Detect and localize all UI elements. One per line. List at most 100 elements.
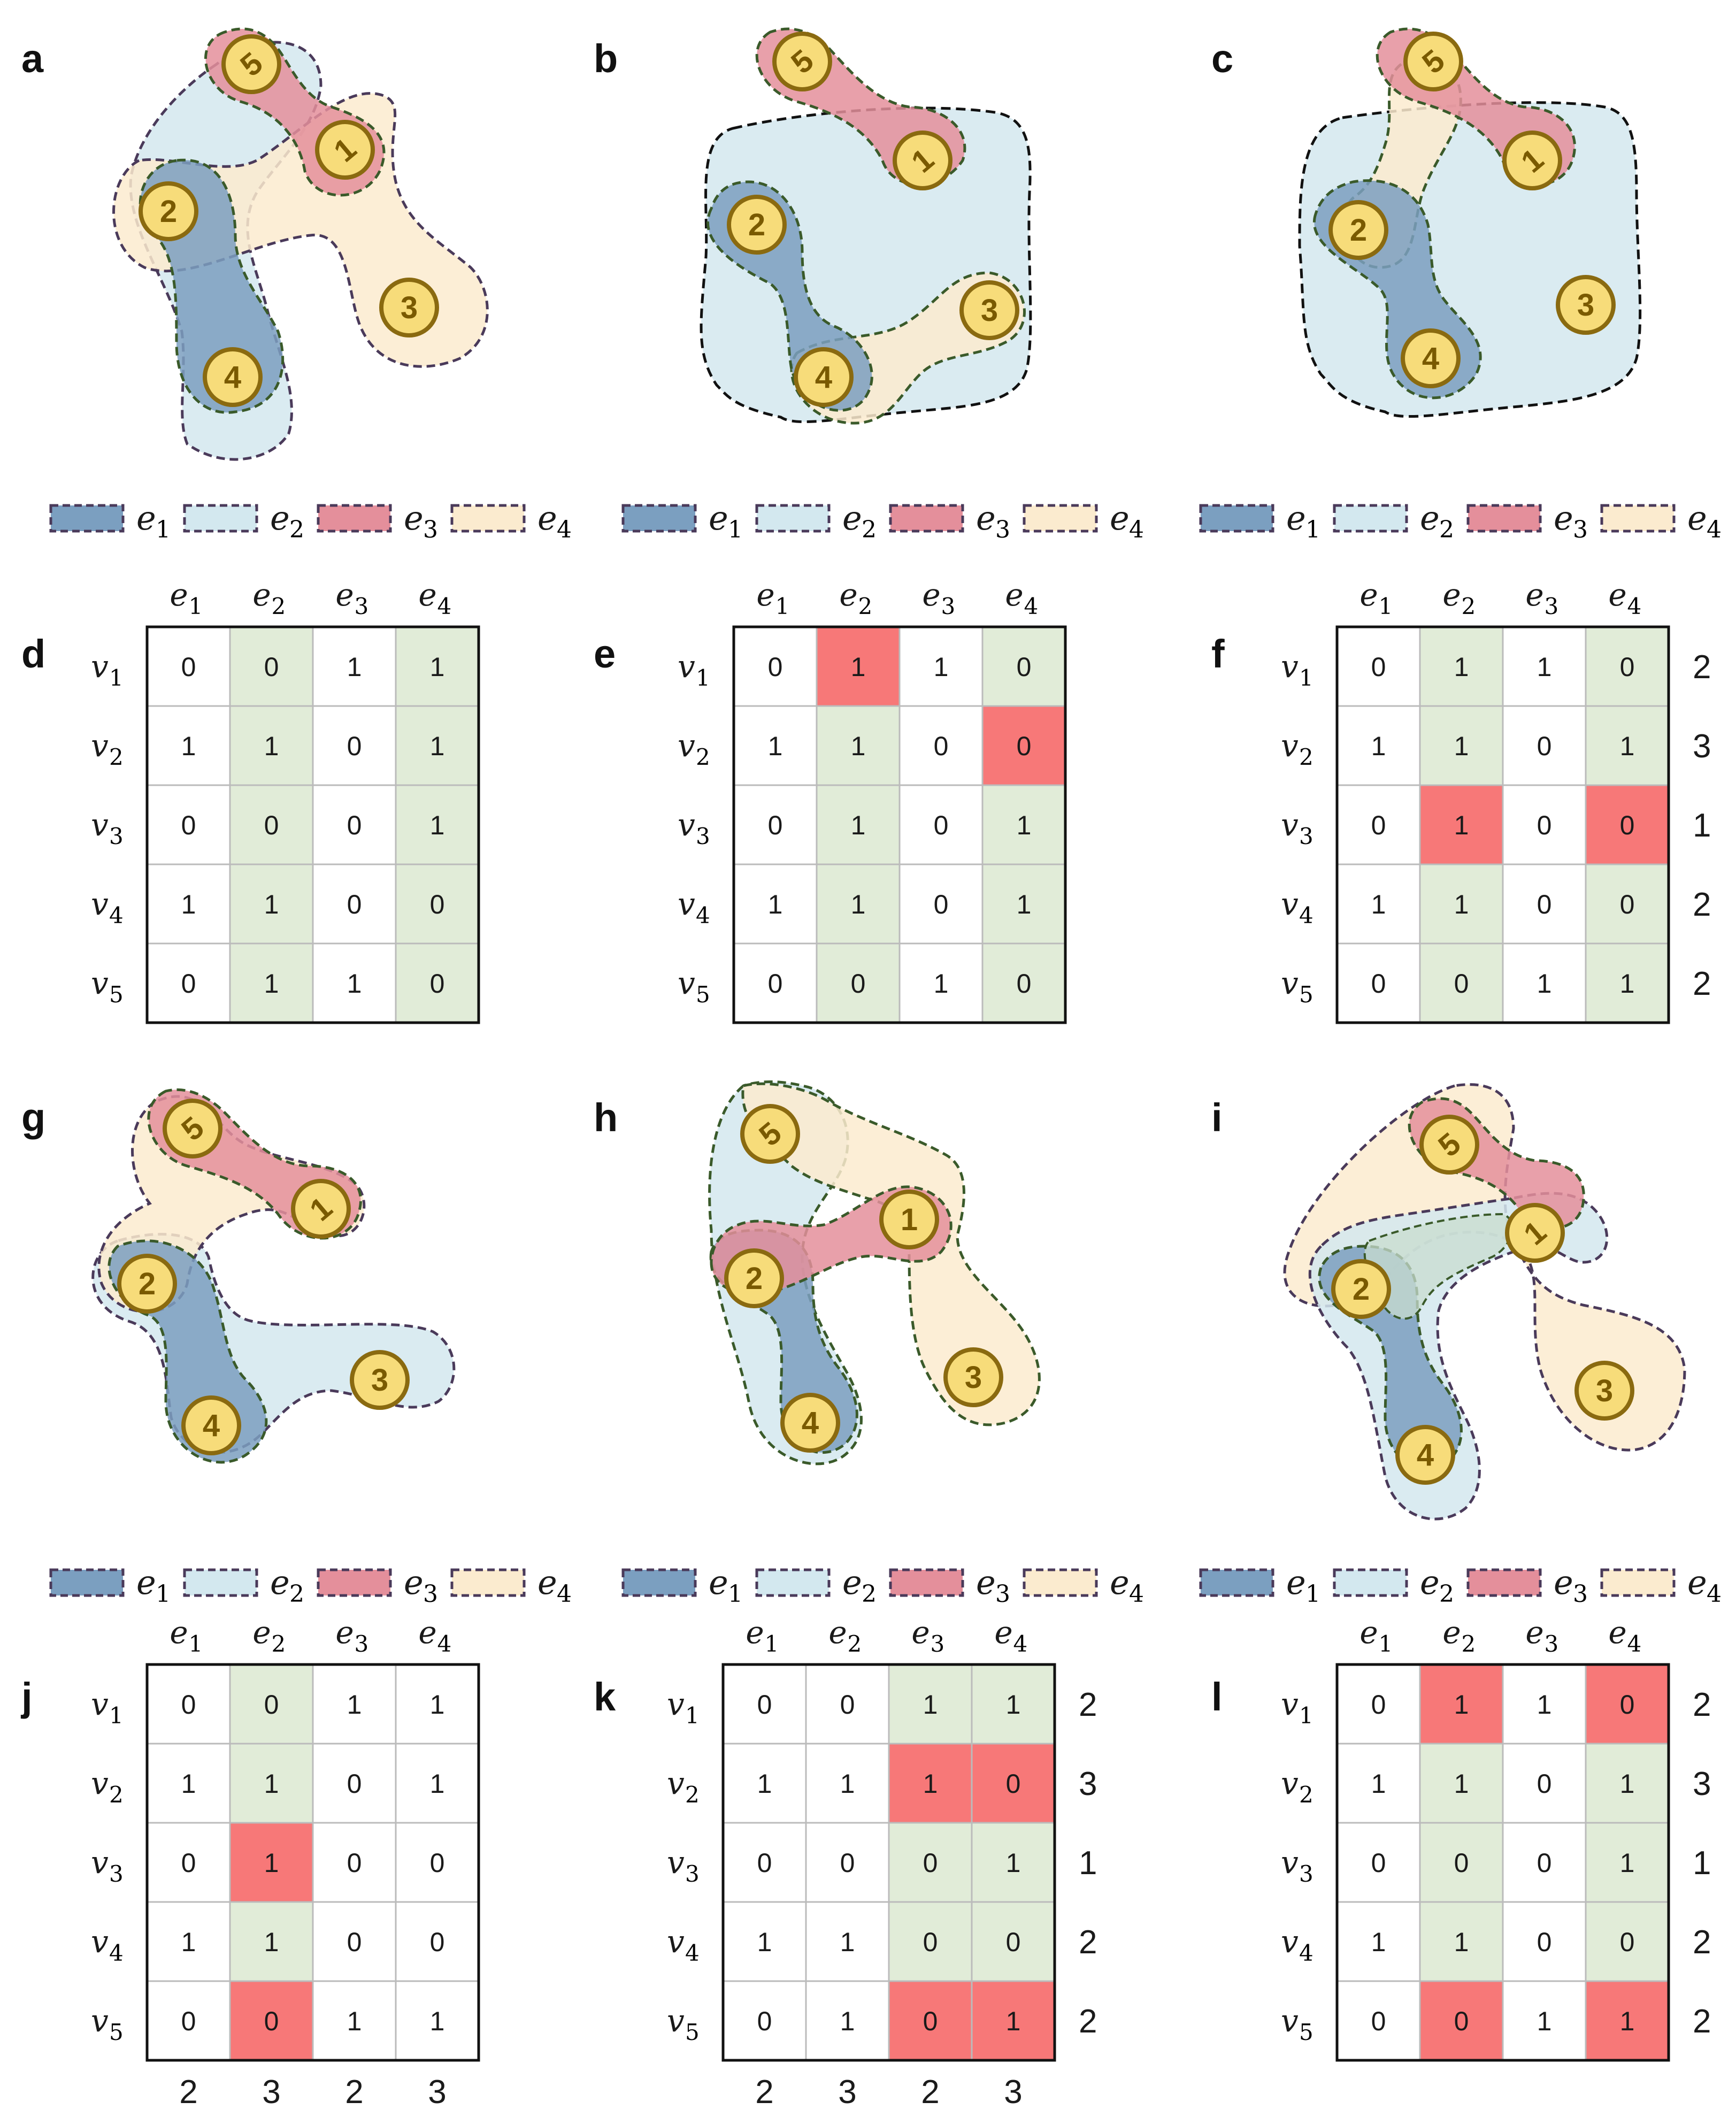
- vertex-node: 5: [221, 34, 281, 94]
- legend-subscript: 3: [423, 1581, 438, 1608]
- matrix-cell-value: 1: [768, 889, 783, 919]
- row-header-symbol: v: [1281, 648, 1299, 685]
- column-header-symbol: e: [1005, 577, 1023, 613]
- legend-label: e: [537, 498, 557, 538]
- vertex-node-label: 2: [160, 194, 177, 229]
- matrix-cell-value: 0: [1371, 2006, 1386, 2036]
- row-sum: 1: [1079, 1845, 1097, 1882]
- matrix-cell-value: 0: [1537, 810, 1552, 840]
- column-header-subscript: 2: [1462, 1631, 1476, 1657]
- row-header-symbol: v: [91, 886, 109, 922]
- matrix-cell: [722, 1901, 807, 1982]
- legend-label: e: [1554, 498, 1573, 538]
- row-header-symbol: v: [91, 1923, 109, 1960]
- matrix-cell: [1336, 705, 1421, 786]
- column-header-symbol: e: [252, 577, 271, 613]
- matrix-cell-value: 1: [851, 652, 866, 682]
- vertex-node-label: 3: [965, 1360, 982, 1395]
- column-header-subscript: 2: [848, 1631, 862, 1657]
- column-sum: 2: [345, 2074, 363, 2111]
- row-header-subscript: 5: [1299, 2019, 1313, 2045]
- vertex-node: 3: [379, 278, 439, 337]
- row-header-subscript: 3: [1299, 1861, 1313, 1887]
- vertex-node: 5: [740, 1104, 800, 1164]
- vertex-node-label: 3: [371, 1363, 388, 1398]
- matrix-cell-value: 0: [1454, 2006, 1469, 2036]
- legend-label: e: [1420, 1563, 1440, 1602]
- row-header-symbol: v: [1281, 807, 1299, 843]
- column-header-symbol: e: [1608, 577, 1626, 613]
- matrix-cell-value: 0: [347, 731, 362, 761]
- matrix-cell: [146, 784, 231, 865]
- matrix-cell-value: 0: [1620, 1690, 1635, 1720]
- matrix-cell: [312, 1743, 397, 1824]
- matrix-cell-value: 0: [757, 1690, 772, 1720]
- vertex-node: 5: [1403, 32, 1463, 91]
- matrix-cell-value: 0: [768, 810, 783, 840]
- matrix-cell: [1419, 1663, 1504, 1745]
- matrix-cell-value: 1: [1537, 2006, 1552, 2036]
- matrix-cell: [312, 942, 397, 1024]
- row-header-symbol: v: [1281, 2003, 1299, 2039]
- matrix-cell: [722, 1663, 807, 1745]
- matrix-cell: [229, 784, 314, 865]
- legend-label: e: [1687, 1563, 1707, 1602]
- column-header-symbol: e: [994, 1614, 1012, 1651]
- matrix-cell-value: 1: [264, 1848, 279, 1878]
- matrix-cell-value: 1: [1371, 731, 1386, 761]
- matrix-border: [145, 625, 480, 1024]
- panel-a: a 5 1 2 3 4: [21, 27, 489, 461]
- row-header-subscript: 3: [685, 1861, 700, 1887]
- row-header-subscript: 1: [685, 1702, 700, 1729]
- matrix-cell-value: 0: [264, 2006, 279, 2036]
- row-header-symbol: v: [667, 1765, 685, 1801]
- column-header-subscript: 1: [189, 1631, 203, 1657]
- matrix-cell-value: 0: [1537, 1927, 1552, 1957]
- matrix-cell-value: 0: [757, 2006, 772, 2036]
- matrix-cell-value: 0: [347, 810, 362, 840]
- panel-i: i 5 1 2 3 4: [1211, 1083, 1686, 1521]
- legend-subscript: 4: [557, 1581, 572, 1608]
- vertex-node: 5: [772, 32, 832, 91]
- column-header-symbol: e: [418, 577, 436, 613]
- row-header-symbol: v: [678, 965, 695, 1001]
- row-sum: 2: [1693, 2003, 1711, 2040]
- legend-subscript: 3: [1573, 1581, 1588, 1608]
- vertex-node: 3: [350, 1350, 410, 1410]
- matrix-cell-value: 1: [347, 652, 362, 682]
- legend-subscript: 1: [156, 516, 171, 543]
- matrix-cell: [1585, 1822, 1670, 1903]
- matrix-cell-value: 1: [1537, 652, 1552, 682]
- column-header-symbol: e: [335, 1614, 354, 1651]
- matrix-cell: [805, 1901, 890, 1982]
- matrix-cell-value: 1: [757, 1927, 772, 1957]
- column-header-subscript: 3: [355, 1631, 369, 1657]
- legend-subscript: 2: [1439, 516, 1454, 543]
- legend-label: e: [842, 498, 862, 538]
- panel-label-j: j: [20, 1675, 33, 1719]
- matrix-cell-value: 1: [1017, 889, 1032, 919]
- row-sum: 3: [1693, 1766, 1711, 1802]
- row-header-symbol: v: [1281, 727, 1299, 764]
- matrix-cell: [805, 1822, 890, 1903]
- panel-label-h: h: [594, 1095, 618, 1140]
- legend-label: e: [1110, 498, 1130, 538]
- vertex-node-label: 3: [1596, 1374, 1613, 1408]
- matrix-cell-value: 1: [1620, 731, 1635, 761]
- row-sum: 2: [1079, 1924, 1097, 1961]
- row-header-subscript: 3: [109, 1861, 124, 1887]
- matrix-cell-value: 0: [1620, 810, 1635, 840]
- panel-label-d: d: [21, 632, 45, 676]
